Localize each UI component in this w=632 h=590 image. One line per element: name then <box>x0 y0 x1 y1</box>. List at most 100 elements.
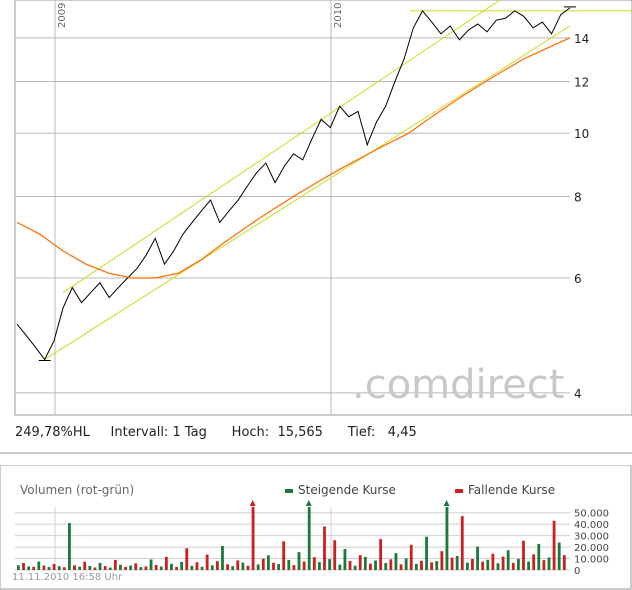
volume-bar-rising <box>231 566 235 570</box>
volume-bar-falling <box>113 559 117 570</box>
volume-bar-falling <box>522 540 525 570</box>
volume-bar-falling <box>460 516 464 570</box>
volume-bar-falling <box>134 563 138 570</box>
volume-bar-rising <box>159 566 163 570</box>
volume-bar-rising <box>516 558 520 570</box>
volume-bar-falling <box>348 560 352 570</box>
volume-bar-rising <box>149 559 153 570</box>
volume-tick-label: 10.000 <box>574 555 609 566</box>
volume-bar-falling <box>93 567 97 570</box>
volume-bar-rising <box>557 542 561 570</box>
performance-value: 249,78%HL <box>15 425 90 440</box>
volume-bar-falling <box>369 563 372 570</box>
volume-bar-rising <box>266 555 270 570</box>
volume-bar-falling <box>562 555 566 570</box>
price-line <box>16 7 571 361</box>
legend-rising: Steigende Kurse <box>285 483 396 497</box>
volume-bar-falling <box>215 561 219 570</box>
volume-bars <box>17 500 566 570</box>
low-value: 4,45 <box>387 425 417 440</box>
volume-bar-rising <box>476 546 479 570</box>
volume-bar-falling <box>379 539 383 570</box>
volume-bar-falling <box>430 562 434 570</box>
volume-bar-rising <box>277 564 281 570</box>
volume-bar-rising <box>170 563 173 570</box>
volume-bar-falling <box>282 541 286 570</box>
price-tick-label: 4 <box>574 387 582 401</box>
volume-tick-label: 30.000 <box>574 532 609 543</box>
volume-bar-rising <box>119 564 122 570</box>
volume-bar-rising <box>297 552 301 570</box>
volume-bar-falling <box>440 551 444 570</box>
volume-bar-falling <box>333 540 337 570</box>
legend-falling: Fallende Kurse <box>455 483 555 497</box>
volume-bar-falling <box>42 565 46 570</box>
volume-bar-falling <box>62 567 66 570</box>
volume-bar-rising <box>68 523 71 570</box>
volume-bar-falling <box>292 565 296 570</box>
trend-line-lower <box>44 25 571 360</box>
volume-overflow-arrow <box>249 500 256 506</box>
price-chart-frame <box>14 0 632 416</box>
volume-bar-falling <box>103 566 107 570</box>
high-value: 15,565 <box>277 425 323 440</box>
price-tick-label: 8 <box>574 190 582 204</box>
volume-bar-rising <box>547 557 551 570</box>
volume-bar-rising <box>338 564 342 570</box>
volume-bar-falling <box>272 562 275 570</box>
volume-bar-rising <box>445 507 449 570</box>
volume-bar-rising <box>200 566 204 570</box>
price-tick-label: 10 <box>574 127 589 141</box>
volume-bar-falling <box>542 560 546 570</box>
volume-bar-rising <box>108 567 112 570</box>
volume-bar-falling <box>185 548 189 570</box>
volume-bar-rising <box>404 558 408 570</box>
volume-bar-falling <box>501 556 505 570</box>
volume-bar-rising <box>139 567 143 570</box>
volume-bar-rising <box>27 566 31 570</box>
volume-bar-falling <box>261 558 265 570</box>
volume-bar-rising <box>455 555 459 570</box>
volume-bar-falling <box>22 563 25 570</box>
volume-tick-label: 20.000 <box>574 543 609 554</box>
price-x-labels: 2009 2010 <box>57 3 344 28</box>
interval-value: 1 Tag <box>172 425 207 440</box>
price-stats-row: 249,78%HL Intervall: 1 Tag Hoch: 15,565 … <box>15 425 417 440</box>
volume-bar-rising <box>241 562 245 570</box>
volume-bar-falling <box>552 520 556 570</box>
volume-bar-rising <box>527 561 530 570</box>
volume-bar-falling <box>389 559 393 570</box>
volume-bar-falling <box>323 526 326 570</box>
volume-bar-falling <box>236 560 240 570</box>
volume-bar-falling <box>52 564 56 570</box>
volume-bar-falling <box>154 564 158 570</box>
volume-bar-rising <box>256 564 260 570</box>
volume-bar-rising <box>343 549 347 570</box>
x-axis-year-label: 2010 <box>333 3 344 28</box>
price-tick-label: 6 <box>574 272 582 286</box>
falling-color-swatch <box>455 488 463 493</box>
volume-tick-label: 40.000 <box>574 520 609 531</box>
legend-rising-label: Steigende Kurse <box>298 483 396 497</box>
volume-bar-falling <box>83 561 87 570</box>
price-y-ticks: 4 6 8 10 12 14 <box>574 32 589 401</box>
volume-bar-rising <box>537 543 541 570</box>
low-label: Tief: <box>347 425 376 440</box>
volume-bar-falling <box>195 562 199 570</box>
price-tick-label: 12 <box>574 76 589 90</box>
volume-bar-rising <box>78 566 82 570</box>
volume-tick-label: 0 <box>574 566 580 577</box>
volume-bar-rising <box>414 563 418 570</box>
volume-bar-rising <box>210 565 214 570</box>
volume-tick-label: 50.000 <box>574 509 609 520</box>
volume-bar-falling <box>175 567 178 570</box>
volume-bar-rising <box>129 565 133 570</box>
volume-bar-falling <box>358 555 362 570</box>
volume-bar-rising <box>486 559 490 570</box>
volume-bar-rising <box>384 563 388 570</box>
volume-bar-falling <box>164 556 168 570</box>
volume-bar-rising <box>496 563 500 570</box>
volume-bar-rising <box>221 545 224 570</box>
volume-bar-rising <box>435 561 439 570</box>
